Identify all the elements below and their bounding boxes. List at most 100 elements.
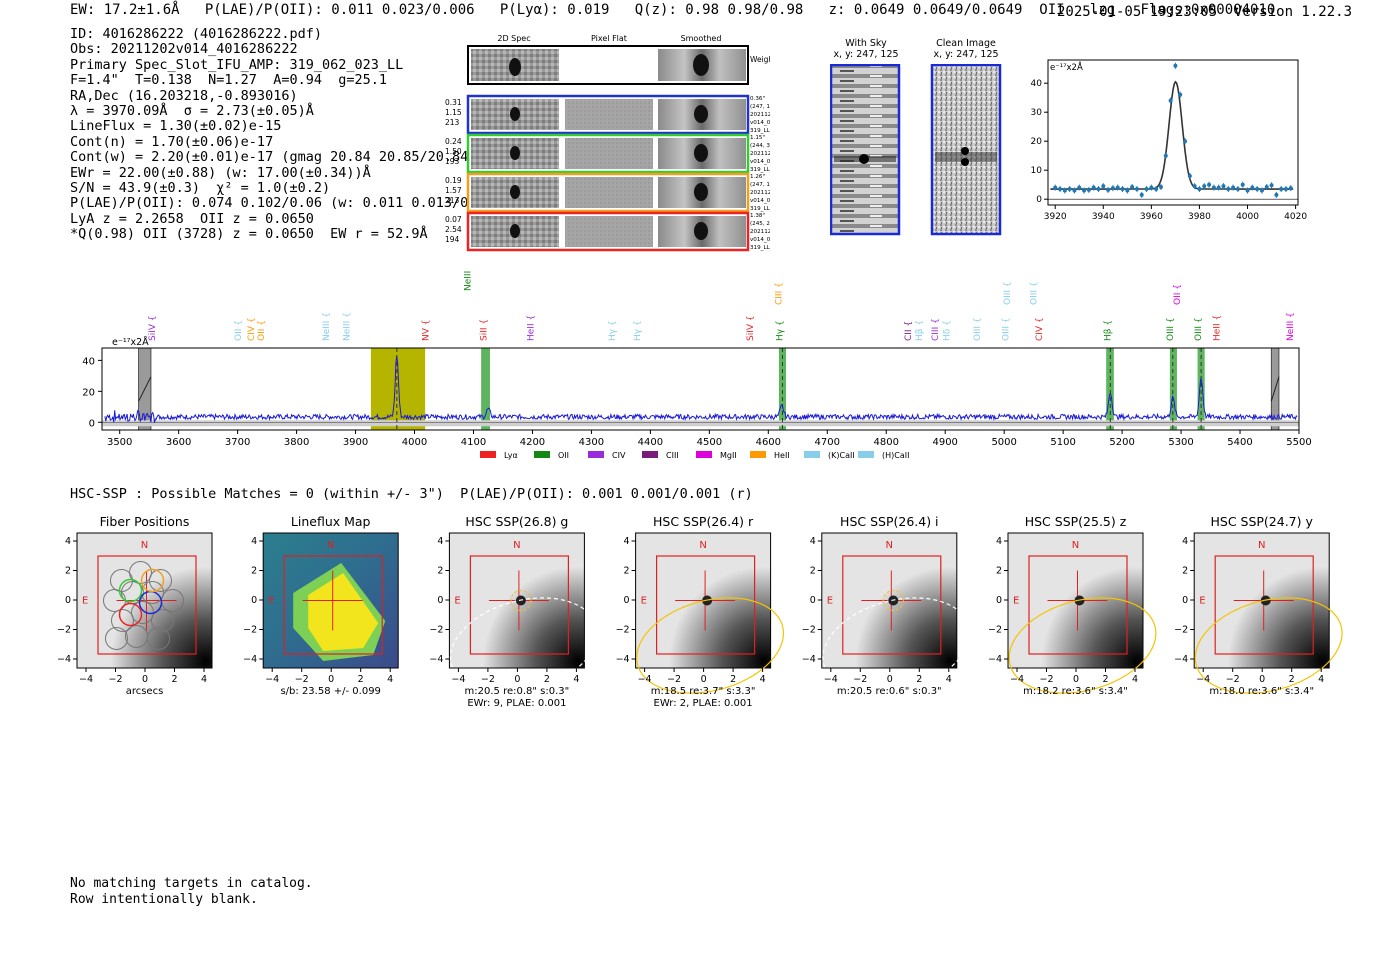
spectrum-line-label: HeII { (1212, 315, 1222, 341)
cutout-stat: 193 (445, 157, 460, 166)
legend-swatch (858, 451, 874, 458)
panel-ytick-label: −2 (802, 625, 816, 636)
cutout-info: 1.26" (750, 174, 765, 180)
spectrum-masked-hatch (138, 376, 152, 402)
full-spectrum-chart: e⁻¹⁷x2Å 3500 3600 3700 3800 3900 4000 4100 4200 4… (82, 268, 1311, 460)
header-timestamp-version: 2025-01-05 19:23:05 Version 1.22.3 (1057, 4, 1353, 20)
panel-title: HSC SSP(25.5) z (1025, 514, 1127, 529)
spectrum-highlight-region (1106, 348, 1114, 430)
spectrum-xtick-label: 5200 (1109, 437, 1134, 448)
fiber-circle (111, 609, 134, 632)
panel-title: HSC SSP(24.7) y (1210, 514, 1313, 529)
fiber-third (140, 568, 165, 593)
panel-title: HSC SSP(26.8) g (465, 514, 568, 529)
imaging-panel: Lineflux Map N E −4 −4 −2 −2 0 0 2 2 4 4 s/b: 23.58 +… (243, 514, 399, 697)
spectrum-xtick-label: 4700 (815, 437, 840, 448)
spectrum-line-label: OIII { (1003, 281, 1013, 305)
info-line-primary: Primary Spec_Slot_IFU_AMP: 319_062_023_L… (70, 56, 404, 73)
spectrum-unit-label: e⁻¹⁷x2Å (112, 336, 149, 348)
fit-point (1053, 185, 1058, 190)
panel-ytick-label: 2 (996, 566, 1002, 577)
spectrum-line-label: HeII { (527, 315, 537, 341)
panel-ytick-label: 0 (810, 595, 816, 606)
info-line-best-z: *Q(0.98) OII (3728) z = 0.0650 EW r = 52… (70, 226, 428, 243)
spectrum-line-label: Hδ { (942, 320, 952, 341)
panel-xtick-label: 4 (946, 674, 952, 685)
legend-label: HeII (774, 451, 790, 460)
panel-xtick-label: 0 (142, 674, 148, 685)
fit-point (1235, 187, 1240, 192)
fit-point (1158, 185, 1163, 190)
clean-image-coords: x, y: 247, 125 (933, 49, 999, 60)
fit-point (1245, 188, 1250, 193)
sky-clean-images (830, 64, 1002, 236)
aperture-box (1028, 555, 1128, 655)
spectrum-line-label: CIV { (247, 317, 257, 341)
info-line-obs: Obs: 20211202v014_4016286222 (70, 41, 298, 58)
cutout-info: 319_LL_031 (750, 245, 770, 251)
fit-xtick-label: 3960 (1140, 212, 1163, 222)
legend-label: Lyα (504, 451, 518, 460)
legend-label: (K)CaII (828, 451, 855, 460)
panel-xtick-label: −4 (638, 674, 652, 685)
panel-ytick-label: 0 (1182, 595, 1188, 606)
fit-point (1139, 192, 1144, 197)
panel-xtick-label: 0 (1259, 674, 1265, 685)
cutout-info: (247, 125) (750, 104, 770, 110)
spectrum-line-label: OIII { (1001, 317, 1011, 341)
panel-ytick-label: 4 (810, 536, 816, 547)
spectrum-legend-item: Lyα (480, 451, 518, 460)
fit-xtick-label: 3940 (1092, 212, 1115, 222)
fit-point (1110, 186, 1115, 191)
legend-swatch (588, 451, 604, 458)
spectrum-error-band (102, 420, 1299, 427)
weighted-sum-row: Weighted Sum (467, 45, 770, 85)
cutout-stat: 0.31 (445, 98, 462, 107)
panel-xtick-label: −2 (108, 674, 122, 685)
panel-xtick-label: 0 (328, 674, 334, 685)
spectrum-line-label: NeIII { (343, 312, 353, 341)
cutout-info: 20211202 (750, 190, 770, 196)
spectrum-line-label: OIII { (973, 317, 983, 341)
cutout-info: 20211202 (750, 112, 770, 118)
east-label: E (1199, 596, 1205, 607)
east-label: E (82, 596, 88, 607)
panel-title: HSC SSP(26.4) r (653, 514, 754, 529)
fit-point (1144, 187, 1149, 192)
fit-point (1106, 187, 1111, 192)
source-aperture (882, 590, 904, 611)
cutout-info: 0.36" (750, 96, 765, 102)
spectrum-xtick-label: 5100 (1050, 437, 1075, 448)
footer-line-1: No matching targets in catalog. (70, 876, 313, 891)
panel-xtick-label: −2 (1226, 674, 1240, 685)
panel-ytick-label: −4 (429, 654, 443, 665)
fit-ytick-label: 40 (1031, 79, 1043, 89)
imaging-panel: HSC SSP(26.4) r N E −4 −4 −2 −2 0 0 2 2 4 4 m:18.5 re… (616, 514, 795, 709)
galaxy-ellipse (812, 583, 980, 709)
cutout-stat: 0.07 (445, 215, 462, 224)
fit-point (1288, 186, 1293, 191)
clean-image (930, 64, 1002, 236)
cutout-stat: 2.54 (445, 225, 462, 234)
aperture-box (842, 555, 942, 655)
info-line-plae: P(LAE)/P(OII): 0.074 0.102/0.06 (w: 0.01… (70, 195, 501, 212)
aperture-box (1214, 555, 1314, 655)
spectrum-line-label: OII { (1173, 284, 1183, 305)
fit-point (1197, 187, 1202, 192)
fit-point (1269, 183, 1274, 188)
panel-ytick-label: 0 (624, 595, 630, 606)
cutout-info: v014_02 (750, 120, 770, 126)
imaging-panel: HSC SSP(24.7) y N E −4 −4 −2 −2 0 0 2 2 4 4 m:18.0 re… (1174, 514, 1350, 697)
panel-xtick-label: 2 (358, 674, 364, 685)
aperture-box (97, 555, 197, 655)
spectrum-line-label: Hγ { (775, 320, 785, 341)
fit-point (1096, 187, 1101, 192)
panel-xtick-label: 0 (887, 674, 893, 685)
spectrum-legend-item: OII (534, 451, 569, 460)
panel-ytick-label: 2 (810, 566, 816, 577)
panel-ytick-label: −2 (243, 625, 257, 636)
header-summary: EW: 17.2±1.6Å P(LAE)/P(OII): 0.011 0.023… (70, 2, 1276, 18)
legend-swatch (480, 451, 496, 458)
spectrum-xtick-label: 3600 (166, 437, 191, 448)
